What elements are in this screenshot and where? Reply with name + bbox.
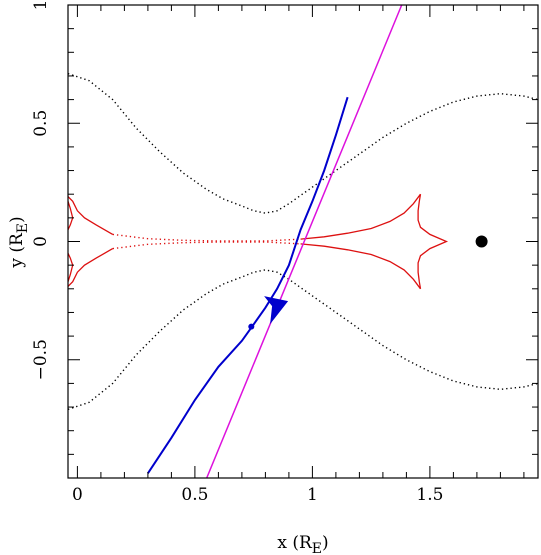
plot-clip-group (68, 5, 538, 478)
x-tick-label: 0.5 (181, 485, 208, 505)
series-caustic-left-lower (68, 248, 114, 287)
series-caustic-right-upper-arc (300, 193, 422, 240)
y-tick-label: 1 (31, 0, 51, 10)
y-axis-label: y (RE) (7, 216, 31, 268)
marker-blue-arrow (264, 296, 289, 325)
series-caustic-left-cusp-lower (68, 253, 74, 282)
series-layer (68, 5, 538, 478)
y-axis-label-subscript: E (15, 223, 31, 233)
series-caustic-center-lower (112, 241, 301, 250)
series-magenta-line (206, 5, 403, 478)
marker-layer (248, 235, 488, 330)
x-axis-label-subscript: E (312, 541, 322, 555)
plot-frame (67, 4, 539, 479)
series-critical-curve-upper (68, 72, 538, 214)
series-caustic-left-cusp-upper (68, 201, 74, 230)
series-caustic-right (417, 194, 449, 289)
series-caustic-right-lower-arc (300, 243, 422, 290)
series-caustic-left-upper (68, 196, 114, 235)
series-blue-trajectory (147, 96, 349, 474)
series-caustic-center (112, 233, 301, 242)
tick-layer (68, 4, 538, 479)
x-axis-label: x (RE) (277, 533, 328, 555)
marker-lens-point (475, 235, 488, 248)
x-tick-label: 1 (307, 485, 318, 505)
series-critical-curve-lower (68, 269, 538, 411)
x-tick-label: 0 (72, 485, 83, 505)
y-tick-label: 0.5 (31, 110, 51, 137)
y-tick-label: 0 (31, 236, 51, 247)
label-layer: 0 0.5 1 1.5 −0.5 0 0.5 1 (31, 0, 443, 505)
y-tick-label: −0.5 (31, 339, 51, 380)
x-tick-label: 1.5 (416, 485, 443, 505)
marker-blue-dot (248, 323, 255, 330)
